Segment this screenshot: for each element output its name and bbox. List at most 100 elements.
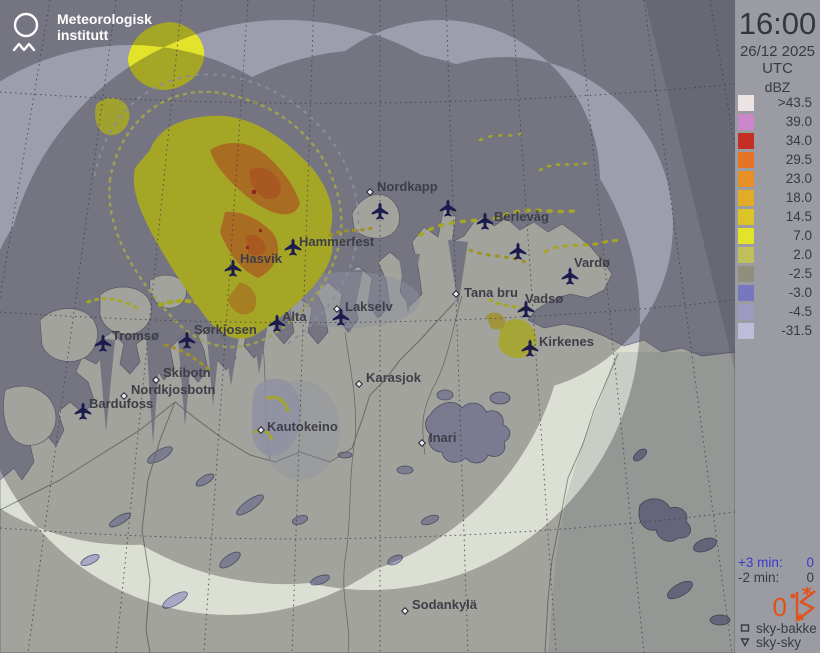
legend-row: -4.5 <box>738 303 817 322</box>
airport-icon <box>561 267 579 285</box>
legend-row: 7.0 <box>738 227 817 246</box>
place-marker-icon <box>151 375 161 385</box>
footer-rows: +3 min: 0 -2 min: 0 <box>735 555 820 585</box>
place-label: Tana bru <box>464 285 518 300</box>
place-label: Vadsø <box>525 291 563 306</box>
place-label: Hasvik <box>240 251 283 266</box>
logo-line2: institutt <box>57 27 109 43</box>
minus-minutes-value: 0 <box>806 570 814 585</box>
met-institute-logo: Meteorologisk institutt <box>10 8 152 63</box>
legend-row: 14.5 <box>738 208 817 227</box>
legend-color-swatch <box>738 95 754 111</box>
timezone-label: UTC <box>762 60 793 77</box>
legend-value: -4.5 <box>788 304 812 319</box>
sky-sky-label: sky-sky <box>756 635 801 650</box>
place-marker-icon <box>400 606 410 616</box>
place-marker-icon <box>451 289 461 299</box>
legend-row: -31.5 <box>738 322 817 341</box>
russia-shade <box>548 352 735 653</box>
legend-color-swatch <box>738 114 754 130</box>
legend-value: 39.0 <box>785 114 812 129</box>
legend-row: 23.0 <box>738 170 817 189</box>
legend-value: >43.5 <box>777 95 812 110</box>
sky-ground-row: sky-bakke <box>738 621 818 636</box>
place-label: Inari <box>429 430 456 445</box>
place-label: Skibotn <box>163 365 211 380</box>
airport-icon <box>521 339 539 357</box>
place-label: Lakselv <box>345 299 393 314</box>
sky-ground-label: sky-bakke <box>756 621 817 636</box>
legend-color-swatch <box>738 152 754 168</box>
airport-icon <box>517 300 535 318</box>
legend-color-swatch <box>738 190 754 206</box>
time-display: 16:00 <box>738 6 817 41</box>
place-label: Hammerfest <box>299 234 375 249</box>
lightning-strike-icon <box>790 587 816 622</box>
legend-value: -3.0 <box>788 285 812 300</box>
border-layer <box>0 295 619 653</box>
legend-row: >43.5 <box>738 94 817 113</box>
places-layer: Nordkapp Berlevåg Hammerfest Hasvik Vardø Tan… <box>74 179 610 616</box>
legend-row: -3.0 <box>738 284 817 303</box>
airport-icon <box>284 238 302 256</box>
place-label: Sørkjosen <box>194 322 257 337</box>
place-label: Bardufoss <box>89 396 153 411</box>
legend-value: 34.0 <box>785 133 812 148</box>
legend-color-swatch <box>738 133 754 149</box>
met-logo-text: Meteorologisk institutt <box>57 11 152 43</box>
legend-value: 7.0 <box>793 228 812 243</box>
dbz-legend-list: >43.5 39.0 34.0 29.5 23.0 18.0 14.5 7.0 2.0 -2.5 -… <box>738 94 817 341</box>
airport-icon <box>224 259 242 277</box>
place-label: Berlevåg <box>494 209 549 224</box>
legend-row: 29.5 <box>738 151 817 170</box>
legend-row: 2.0 <box>738 246 817 265</box>
legend-color-swatch <box>738 323 754 339</box>
plus-minutes-label: +3 min: <box>738 555 783 570</box>
place-marker-icon <box>119 391 129 401</box>
domain-edge-band <box>645 0 735 372</box>
legend-value: 29.5 <box>785 152 812 167</box>
legend-color-swatch <box>738 228 754 244</box>
legend-color-swatch <box>738 304 754 320</box>
place-label: Sodankylä <box>412 597 478 612</box>
place-label: Tromsø <box>112 328 159 343</box>
airport-icon <box>178 331 196 349</box>
legend-color-swatch <box>738 285 754 301</box>
airport-icon <box>371 202 389 220</box>
airport-icon <box>439 199 457 217</box>
place-label: Karasjok <box>366 370 422 385</box>
legend-value: 18.0 <box>785 190 812 205</box>
place-label: Kautokeino <box>267 419 338 434</box>
legend-value: 2.0 <box>793 247 812 262</box>
place-marker-icon <box>365 187 375 197</box>
legend-row: 39.0 <box>738 113 817 132</box>
dbz-unit-label: dBZ <box>764 79 791 95</box>
legend-value: -31.5 <box>781 323 812 338</box>
place-label: Vardø <box>574 255 610 270</box>
minus-minutes-label: -2 min: <box>738 570 780 585</box>
place-label: Nordkjosbotn <box>131 382 216 397</box>
legend-sidebar: 16:00 26/12 2025 UTC dBZ >43.5 39.0 34.0 29… <box>735 0 820 653</box>
lightning-counter: 0 <box>735 587 820 625</box>
legend-color-swatch <box>738 266 754 282</box>
place-marker-icon <box>417 438 427 448</box>
legend-row: -2.5 <box>738 265 817 284</box>
date-display: 26/12 2025 <box>739 43 816 60</box>
minus-minutes-row: -2 min: 0 <box>735 570 820 585</box>
legend-row: 18.0 <box>738 189 817 208</box>
airport-icon <box>509 242 527 260</box>
airport-icon <box>476 212 494 230</box>
ground-flash-icon <box>740 624 750 632</box>
plus-minutes-row: +3 min: 0 <box>735 555 820 570</box>
sky-sky-row: sky-sky <box>738 635 818 650</box>
legend-color-swatch <box>738 209 754 225</box>
airport-icon <box>94 334 112 352</box>
legend-row: 34.0 <box>738 132 817 151</box>
airport-icon <box>268 314 286 332</box>
plus-minutes-value: 0 <box>806 555 814 570</box>
place-label: Nordkapp <box>377 179 438 194</box>
cloud-flash-icon <box>740 638 750 647</box>
precip-layer <box>86 22 624 480</box>
